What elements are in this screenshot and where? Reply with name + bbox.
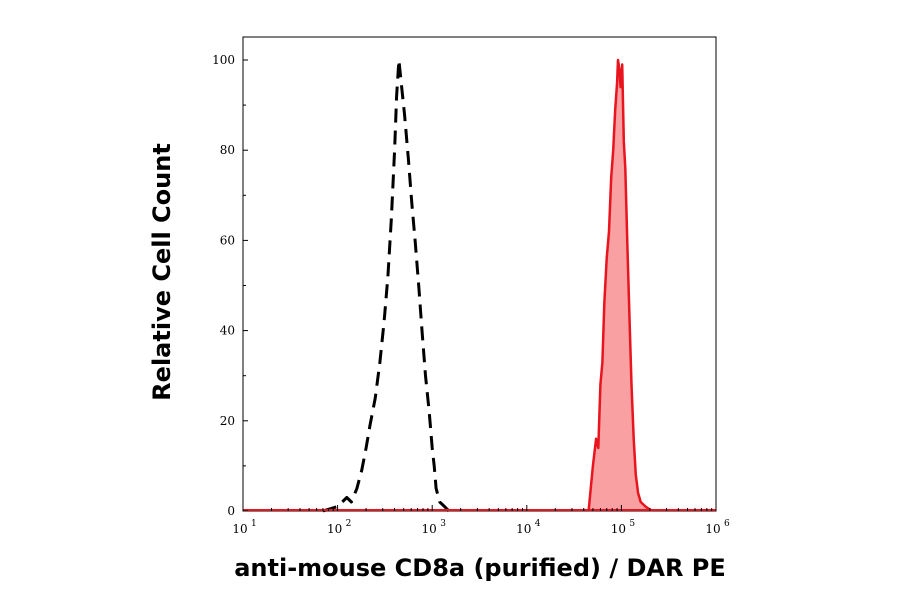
x-tick-label: 10 4 — [516, 519, 541, 536]
x-tick-base: 10 — [611, 522, 626, 536]
y-tick-label: 60 — [220, 233, 235, 247]
x-tick-exponent: 6 — [724, 519, 730, 529]
plot-area — [242, 36, 717, 512]
y-tick-label: 40 — [220, 324, 235, 338]
y-tick-label: 20 — [220, 414, 235, 428]
x-tick-base: 10 — [327, 522, 342, 536]
series-0-line — [322, 58, 450, 513]
x-tick-label: 10 3 — [422, 519, 447, 536]
x-tick-exponent: 1 — [251, 519, 257, 529]
x-tick-label: 10 2 — [327, 519, 351, 536]
x-tick-label: 10 6 — [705, 519, 730, 536]
y-tick-label: 0 — [227, 504, 235, 518]
x-axis-title: anti-mouse CD8a (purified) / DAR PE — [234, 554, 726, 582]
y-axis-title: Relative Cell Count — [148, 143, 176, 401]
x-tick-label: 10 1 — [232, 519, 256, 536]
x-tick-base: 10 — [422, 522, 437, 536]
x-tick-exponent: 4 — [535, 519, 541, 529]
x-tick-base: 10 — [705, 522, 720, 536]
x-tick-exponent: 3 — [440, 519, 446, 529]
x-tick-base: 10 — [516, 522, 531, 536]
x-tick-exponent: 5 — [629, 519, 635, 529]
x-axis: 10 1 10 2 10 3 10 4 10 5 10 6 — [232, 505, 730, 536]
x-tick-base: 10 — [232, 522, 247, 536]
y-axis: 0 20 40 60 80 100 — [212, 53, 248, 518]
series-1-fill — [588, 60, 652, 511]
y-tick-label: 80 — [220, 143, 235, 157]
x-tick-exponent: 2 — [346, 519, 352, 529]
y-tick-label: 100 — [212, 53, 235, 67]
series-layer — [243, 58, 716, 513]
x-tick-label: 10 5 — [611, 519, 636, 536]
series-1-line — [587, 58, 653, 513]
